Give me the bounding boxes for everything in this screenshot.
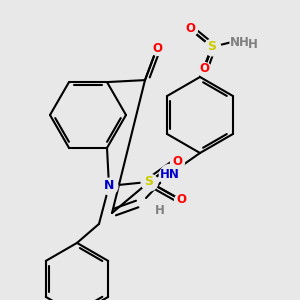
Text: S: S <box>208 40 217 53</box>
Text: N: N <box>104 179 114 192</box>
Text: O: O <box>172 155 182 168</box>
Text: O: O <box>152 42 162 55</box>
Text: O: O <box>176 194 186 206</box>
Text: HN: HN <box>160 169 180 182</box>
Text: O: O <box>185 22 195 35</box>
Text: S: S <box>145 176 154 188</box>
Text: H: H <box>248 38 258 52</box>
Text: H: H <box>155 205 165 218</box>
Text: O: O <box>199 62 209 76</box>
Text: NH: NH <box>230 35 250 49</box>
